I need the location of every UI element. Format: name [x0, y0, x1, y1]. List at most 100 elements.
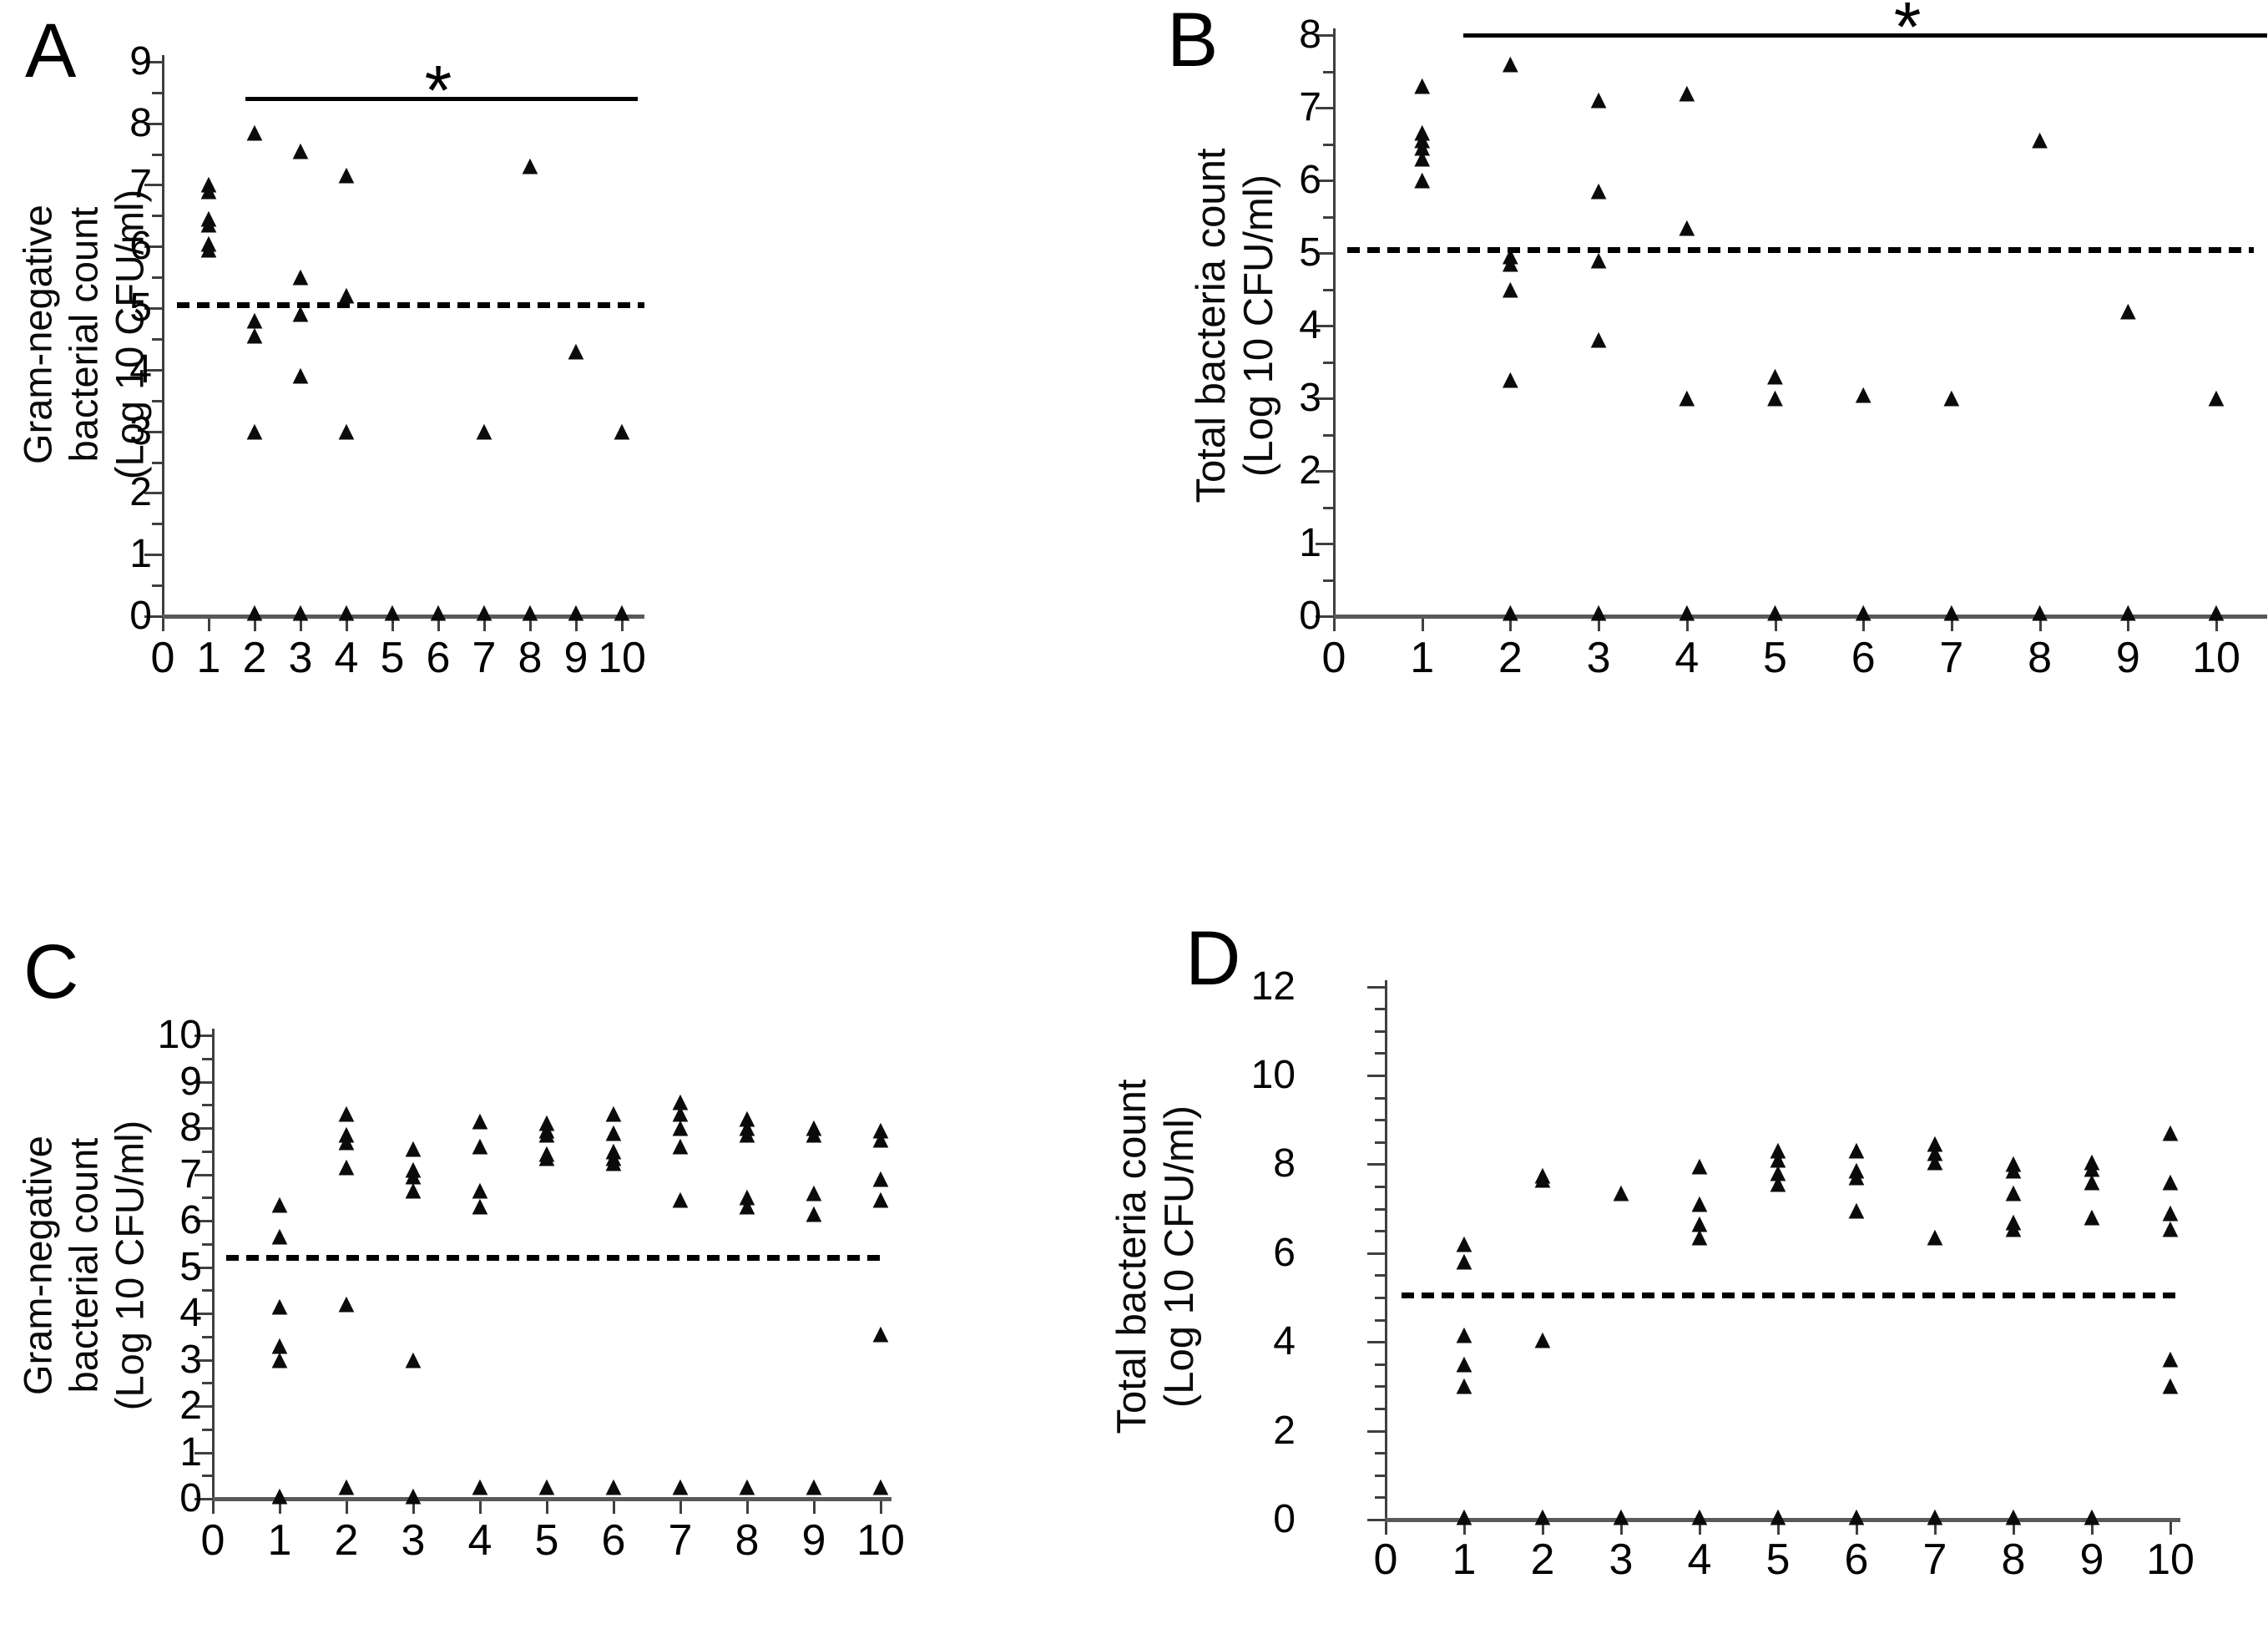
- x-axis-tick: [1777, 1522, 1780, 1535]
- x-axis-tick-label: 10: [2192, 634, 2240, 682]
- data-point-marker: ▲: [379, 596, 406, 627]
- x-axis-tick: [880, 1501, 882, 1514]
- x-axis-tick: [813, 1501, 816, 1514]
- panel-b-letter: B: [1167, 0, 1219, 83]
- data-point-marker: ▲: [467, 1174, 493, 1205]
- x-axis-line: [1333, 615, 2267, 619]
- y-axis-tick: [1323, 288, 1334, 291]
- x-axis-tick-label: 3: [401, 1516, 426, 1565]
- y-axis-tick: [1316, 107, 1334, 109]
- x-axis-tick: [529, 619, 532, 631]
- data-point-marker: ▲: [801, 1118, 827, 1149]
- x-axis-tick: [546, 1501, 548, 1514]
- x-axis-tick: [479, 1501, 482, 1514]
- data-point-marker: ▲: [467, 1130, 493, 1161]
- data-point-marker: ▲: [1408, 142, 1436, 173]
- data-point-marker: ▲: [400, 1153, 427, 1184]
- y-axis-tick: [194, 1220, 213, 1222]
- y-axis-tick-label: 6: [179, 1198, 202, 1242]
- y-axis-tick: [1323, 361, 1334, 364]
- data-point-marker: ▲: [1497, 247, 1524, 278]
- data-point-marker: ▲: [533, 1470, 560, 1501]
- x-axis-tick-label: 3: [1609, 1535, 1634, 1584]
- x-axis-tick: [2038, 619, 2042, 631]
- y-axis-tick-label: 2: [1299, 448, 1321, 493]
- y-axis-tick: [202, 1196, 213, 1200]
- y-axis-tick-label: 10: [1250, 1053, 1296, 1097]
- data-point-marker: ▲: [2000, 1154, 2027, 1185]
- y-axis-tick: [1375, 1452, 1386, 1455]
- y-axis-tick: [1316, 397, 1334, 400]
- y-axis-line: [1333, 28, 1336, 618]
- x-axis-tick-label: 6: [1844, 1535, 1869, 1584]
- data-point-marker: ▲: [533, 1136, 560, 1167]
- data-point-marker: ▲: [667, 1470, 694, 1501]
- data-point-marker: ▲: [266, 1290, 293, 1321]
- y-axis-tick-label: 2: [129, 470, 152, 515]
- x-axis-tick-label: 5: [380, 634, 405, 682]
- data-point-marker: ▲: [471, 596, 498, 627]
- y-axis-tick: [1375, 1274, 1386, 1277]
- data-point-marker: ▲: [425, 596, 452, 627]
- data-point-marker: ▲: [1451, 1500, 1477, 1531]
- data-point-marker: ▲: [1529, 1159, 1556, 1190]
- data-point-marker: ▲: [667, 1111, 694, 1142]
- data-point-marker: ▲: [1585, 175, 1612, 205]
- data-point-marker: ▲: [1761, 596, 1789, 627]
- data-point-marker: ▲: [2000, 1212, 2027, 1242]
- x-axis-tick-label: 0: [1321, 634, 1346, 682]
- data-point-marker: ▲: [1497, 240, 1524, 271]
- x-axis-tick-label: 6: [601, 1516, 626, 1565]
- y-axis-tick: [1323, 143, 1334, 146]
- x-axis-tick: [679, 1501, 682, 1514]
- data-point-marker: ▲: [467, 1105, 493, 1136]
- y-axis-title-d: Total bacteria count (Log 10 CFU/ml): [1109, 923, 1204, 1591]
- y-axis-tick: [1375, 1052, 1386, 1055]
- threshold-dashed-line: [177, 302, 644, 309]
- data-point-marker: ▲: [333, 1470, 360, 1501]
- x-axis-tick: [613, 1501, 615, 1514]
- y-axis-tick: [144, 307, 163, 310]
- y-axis-tick: [1367, 1075, 1386, 1077]
- x-axis-tick-label: 0: [200, 1516, 225, 1565]
- y-axis-tick: [202, 1289, 213, 1293]
- data-point-marker: ▲: [1686, 1221, 1713, 1252]
- y-axis-tick: [144, 60, 163, 63]
- y-axis-tick: [202, 1150, 213, 1153]
- data-point-marker: ▲: [287, 134, 314, 165]
- data-point-marker: ▲: [1497, 48, 1524, 78]
- data-point-marker: ▲: [2079, 1201, 2105, 1232]
- y-axis-tick-label: 4: [1273, 1319, 1296, 1364]
- x-axis-tick-label: 5: [534, 1516, 559, 1565]
- data-point-marker: ▲: [1922, 1146, 1948, 1176]
- data-point-marker: ▲: [1938, 382, 1965, 412]
- significance-asterisk: *: [424, 51, 452, 130]
- y-axis-tick: [144, 554, 163, 557]
- y-axis-tick: [1316, 252, 1334, 255]
- x-axis-tick: [575, 619, 578, 631]
- data-point-marker: ▲: [1585, 323, 1612, 354]
- data-point-marker: ▲: [467, 1470, 493, 1501]
- data-point-marker: ▲: [2079, 1500, 2105, 1531]
- data-point-marker: ▲: [195, 208, 222, 239]
- y-axis-tick-label: 0: [179, 1476, 202, 1520]
- y-axis-tick-label: 2: [1273, 1408, 1296, 1453]
- data-point-marker: ▲: [1529, 1500, 1556, 1531]
- data-point-marker: ▲: [517, 596, 543, 627]
- data-point-marker: ▲: [533, 1114, 560, 1145]
- x-axis-tick: [437, 619, 440, 631]
- x-axis-tick-label: 0: [1373, 1535, 1398, 1584]
- y-axis-tick-label: 9: [129, 38, 152, 83]
- y-axis-tick: [144, 430, 163, 433]
- y-axis-tick: [1323, 506, 1334, 509]
- x-axis-tick: [1542, 1522, 1544, 1535]
- data-point-marker: ▲: [2000, 1500, 2027, 1531]
- x-axis-tick: [412, 1501, 415, 1514]
- data-point-marker: ▲: [241, 319, 268, 350]
- y-axis-tick-label: 1: [179, 1429, 202, 1475]
- y-axis-line: [212, 1029, 215, 1500]
- x-axis-tick-label: 2: [334, 1516, 359, 1565]
- data-point-marker: ▲: [734, 1118, 760, 1149]
- data-point-marker: ▲: [1938, 596, 1965, 627]
- x-axis-tick: [300, 619, 302, 631]
